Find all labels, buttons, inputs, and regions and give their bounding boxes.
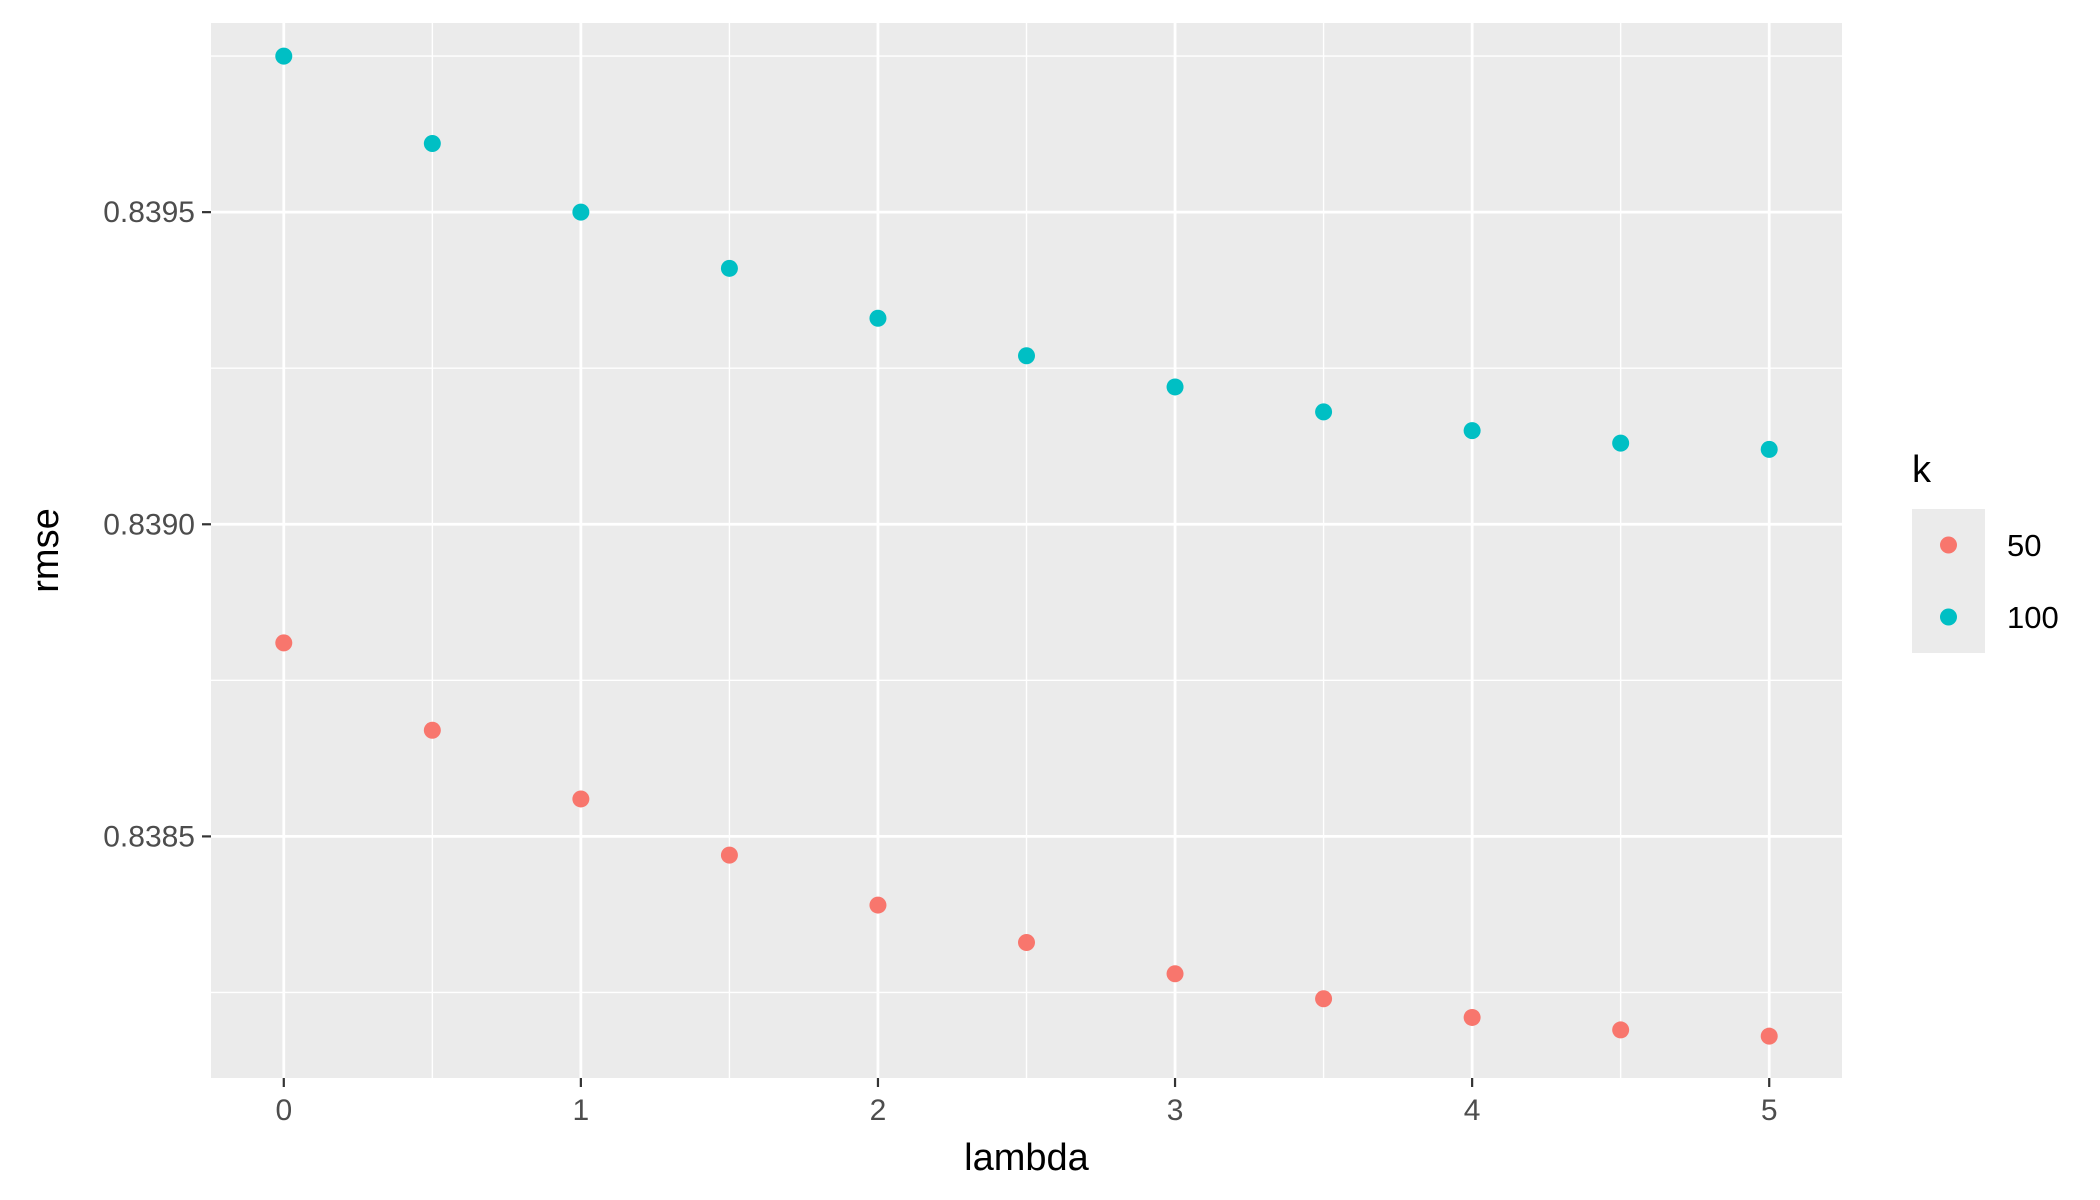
data-point-k50 xyxy=(572,790,590,808)
legend-key-k100 xyxy=(1940,608,1957,626)
major-gridlines xyxy=(211,23,1842,1078)
x-tick-label: 1 xyxy=(573,1094,590,1127)
data-point-k100 xyxy=(1166,378,1184,396)
x-tick-label: 4 xyxy=(1464,1094,1481,1127)
data-point-k50 xyxy=(1018,934,1035,952)
x-axis-title: lambda xyxy=(964,1137,1089,1179)
legend-label-k100: 100 xyxy=(2007,600,2059,635)
data-points xyxy=(275,47,1778,1045)
data-point-k100 xyxy=(423,134,441,152)
y-tick-label: 0.8385 xyxy=(103,820,195,853)
x-tick-label: 5 xyxy=(1761,1094,1778,1127)
data-point-k50 xyxy=(1760,1027,1778,1045)
data-point-k100 xyxy=(572,203,590,221)
data-point-k100 xyxy=(1760,440,1778,458)
data-point-k50 xyxy=(275,634,293,652)
legend-key-k50 xyxy=(1940,536,1957,554)
data-point-k50 xyxy=(720,846,738,864)
data-point-k100 xyxy=(1315,403,1333,421)
data-point-k50 xyxy=(1166,965,1184,983)
legend-label-k50: 50 xyxy=(2007,528,2041,563)
x-tick-label: 3 xyxy=(1167,1094,1184,1127)
minor-gridlines xyxy=(211,23,1842,1078)
data-point-k50 xyxy=(423,721,441,739)
legend-title: k xyxy=(1912,449,1932,491)
x-tick-label: 2 xyxy=(870,1094,887,1127)
data-point-k50 xyxy=(869,896,887,914)
data-point-k100 xyxy=(275,47,293,65)
legend-items: 50 100 xyxy=(1940,528,2059,635)
legend: k 50 100 xyxy=(1912,449,2059,653)
y-axis-title: rmse xyxy=(25,508,67,592)
data-point-k50 xyxy=(1612,1021,1630,1039)
x-axis-ticks: 0 1 2 3 4 5 xyxy=(275,1078,1778,1127)
data-point-k50 xyxy=(1463,1008,1481,1026)
data-point-k100 xyxy=(869,309,887,327)
y-tick-label: 0.8390 xyxy=(103,508,195,541)
data-point-k100 xyxy=(1463,422,1481,440)
y-axis-ticks: 0.8385 0.8390 0.8395 xyxy=(103,196,211,853)
data-point-k100 xyxy=(1612,434,1630,452)
y-tick-label: 0.8395 xyxy=(103,196,195,229)
x-tick-label: 0 xyxy=(275,1094,292,1127)
data-point-k100 xyxy=(720,259,738,277)
data-point-k100 xyxy=(1018,347,1035,365)
data-point-k50 xyxy=(1315,990,1333,1008)
legend-key-background xyxy=(1912,509,1985,653)
